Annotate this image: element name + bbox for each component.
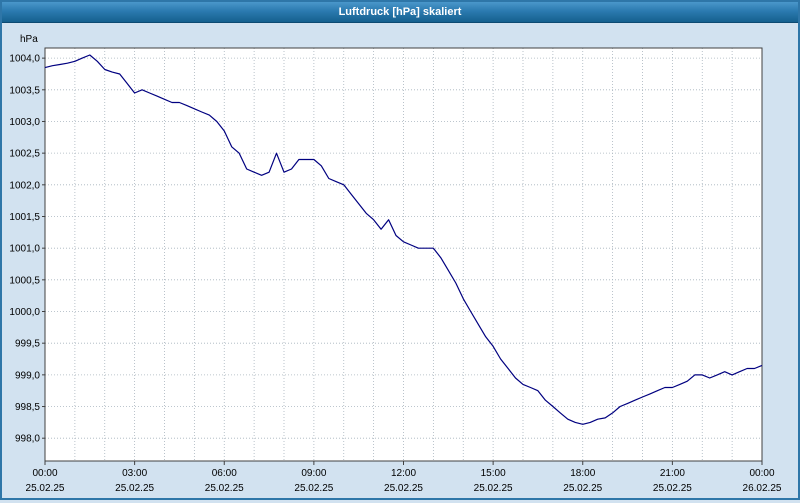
x-tick-date-label: 25.02.25 bbox=[563, 483, 602, 494]
window-title: Luftdruck [hPa] skaliert bbox=[338, 6, 462, 18]
x-tick-time-label: 21:00 bbox=[660, 468, 685, 479]
x-tick-date-label: 25.02.25 bbox=[294, 483, 333, 494]
pressure-series-line bbox=[44, 54, 763, 425]
x-tick-time-label: 00:00 bbox=[749, 468, 774, 479]
y-tick-label: 998,5 bbox=[15, 402, 40, 413]
y-tick-label: 1003,0 bbox=[9, 117, 40, 128]
y-tick-label: 999,5 bbox=[15, 339, 40, 350]
y-tick-label: 1000,0 bbox=[9, 307, 40, 318]
y-axis-unit-label: hPa bbox=[20, 34, 38, 45]
y-tick-label: 1002,5 bbox=[9, 149, 40, 160]
y-tick-label: 1003,5 bbox=[9, 85, 40, 96]
y-tick-label: 1004,0 bbox=[9, 54, 40, 65]
x-tick-time-label: 03:00 bbox=[122, 468, 147, 479]
x-tick-time-label: 00:00 bbox=[32, 468, 57, 479]
y-tick-label: 1001,5 bbox=[9, 212, 40, 223]
x-tick-time-label: 09:00 bbox=[301, 468, 326, 479]
x-tick-date-label: 25.02.25 bbox=[205, 483, 244, 494]
title-bar: Luftdruck [hPa] skaliert bbox=[2, 2, 798, 23]
y-tick-label: 1001,0 bbox=[9, 244, 40, 255]
x-tick-time-label: 12:00 bbox=[391, 468, 416, 479]
x-tick-time-label: 06:00 bbox=[212, 468, 237, 479]
x-tick-date-label: 25.02.25 bbox=[384, 483, 423, 494]
y-tick-label: 998,0 bbox=[15, 434, 40, 445]
plot-background bbox=[45, 48, 762, 461]
x-tick-date-label: 25.02.25 bbox=[653, 483, 692, 494]
y-tick-label: 999,0 bbox=[15, 370, 40, 381]
x-tick-date-label: 26.02.25 bbox=[743, 483, 782, 494]
y-tick-label: 1000,5 bbox=[9, 275, 40, 286]
pressure-line-chart: 998,0 998,5 999,0 999,5 1000,0 1000,5 1001,0 10… bbox=[9, 34, 782, 494]
x-tick-time-label: 18:00 bbox=[570, 468, 595, 479]
x-tick-time-label: 15:00 bbox=[481, 468, 506, 479]
x-tick-date-label: 25.02.25 bbox=[26, 483, 65, 494]
x-tick-date-label: 25.02.25 bbox=[115, 483, 154, 494]
chart-area: 998,0 998,5 999,0 999,5 1000,0 1000,5 1001,0 10… bbox=[2, 23, 798, 498]
y-tick-label: 1002,0 bbox=[9, 180, 40, 191]
x-tick-date-label: 25.02.25 bbox=[474, 483, 513, 494]
